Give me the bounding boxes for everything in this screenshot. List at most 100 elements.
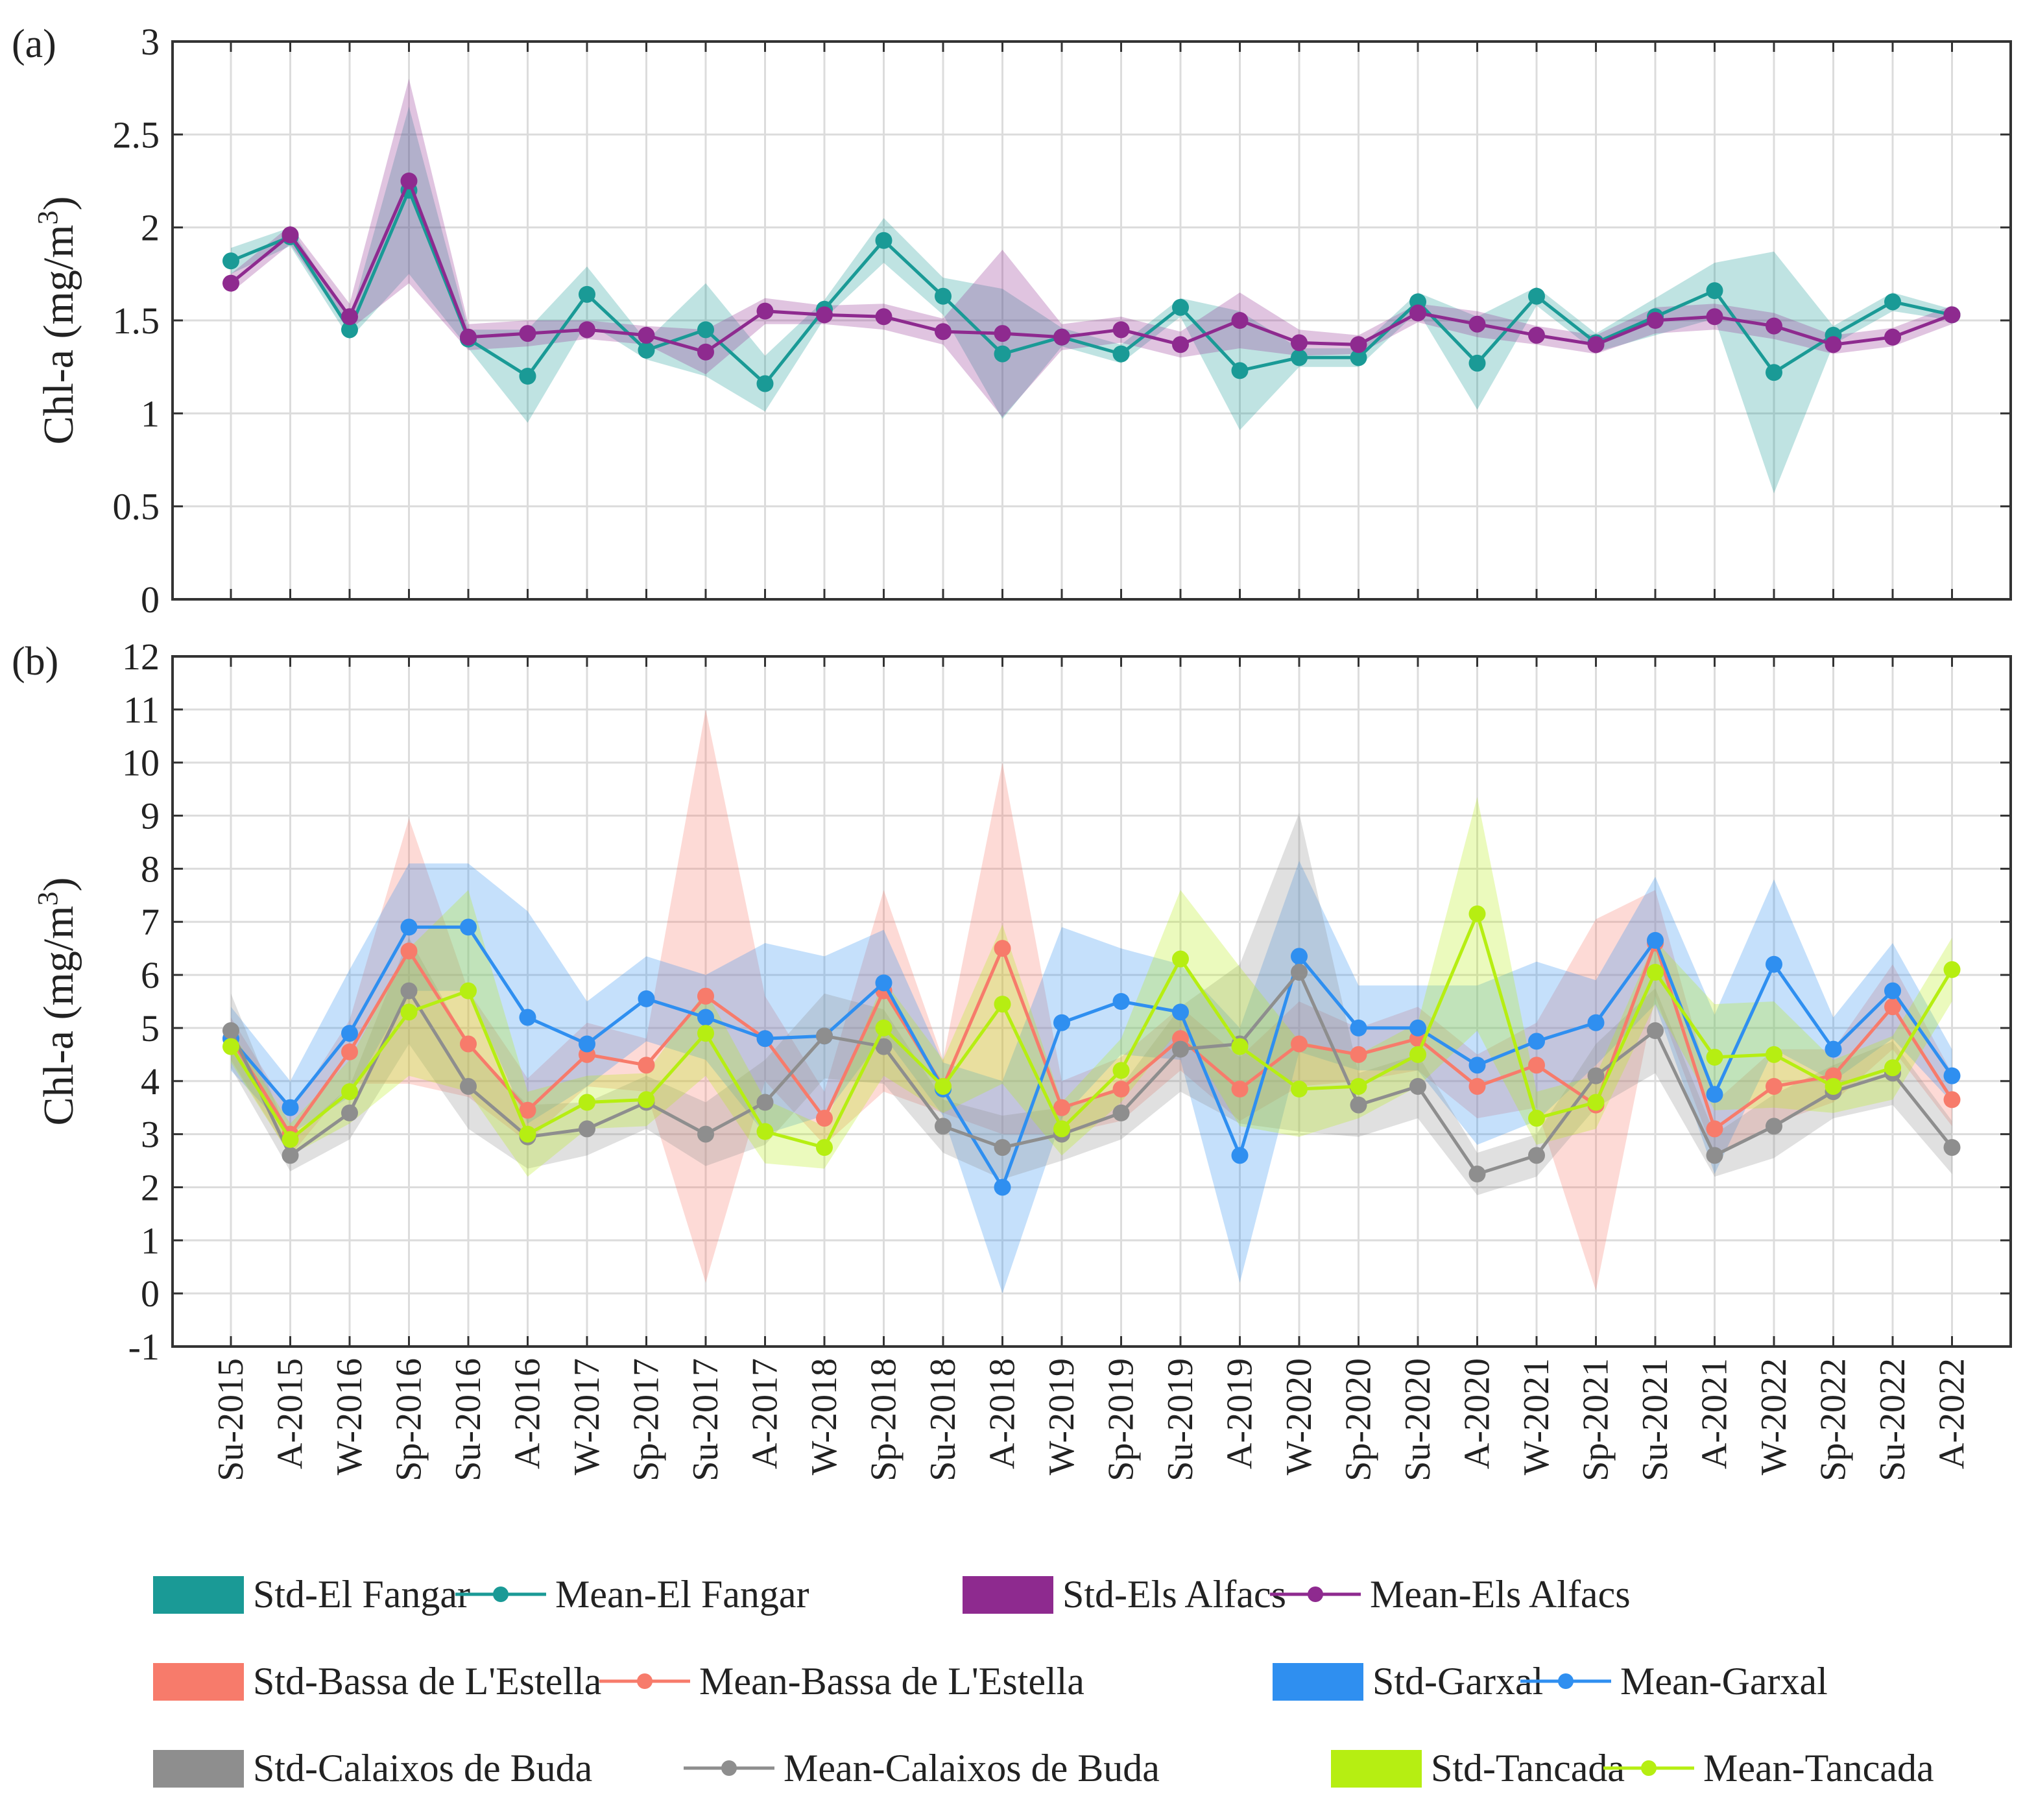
mean-point-calaixos-de-buda	[460, 1077, 477, 1095]
x-tick-label: A-2015	[270, 1358, 311, 1469]
legend-label: Std-El Fangar	[253, 1573, 470, 1616]
mean-point-calaixos-de-buda	[1409, 1077, 1426, 1095]
std-band-el-fangar	[231, 106, 1952, 494]
std-band-bassa-de-l-estella	[231, 709, 1952, 1291]
x-tick-label: Su-2017	[686, 1358, 726, 1481]
legend-label: Mean-Garxal	[1620, 1660, 1828, 1703]
mean-point-garxal	[1291, 948, 1308, 965]
legend-marker-mean-tancada	[1641, 1760, 1657, 1776]
mean-point-els-alfacs	[1706, 308, 1723, 326]
mean-point-tancada	[1766, 1046, 1782, 1063]
mean-point-garxal	[697, 1009, 714, 1026]
mean-point-calaixos-de-buda	[281, 1147, 299, 1164]
x-tick-label: W-2018	[804, 1358, 844, 1475]
mean-point-el-fangar	[756, 375, 774, 392]
mean-point-tancada	[1825, 1077, 1842, 1095]
mean-point-el-fangar	[1528, 287, 1545, 305]
x-tick-label: A-2018	[983, 1358, 1023, 1469]
mean-point-garxal	[341, 1025, 358, 1042]
x-tick-label: Su-2016	[448, 1358, 488, 1481]
mean-point-calaixos-de-buda	[697, 1125, 714, 1143]
y-tick-label: 0	[141, 1273, 160, 1315]
x-tick-label: Sp-2018	[864, 1358, 904, 1481]
mean-point-el-fangar	[935, 287, 952, 305]
x-tick-label: Sp-2017	[627, 1358, 667, 1481]
mean-point-els-alfacs	[1112, 321, 1130, 339]
mean-point-bassa-de-l-estella	[1053, 1099, 1070, 1116]
mean-point-garxal	[1706, 1086, 1723, 1103]
y-tick-label: 12	[122, 636, 160, 678]
y-tick-label: 1	[141, 392, 160, 435]
mean-point-el-fangar	[1468, 354, 1486, 372]
legend-swatch-std-tancada	[1331, 1750, 1422, 1788]
mean-point-bassa-de-l-estella	[1468, 1077, 1486, 1095]
mean-point-garxal	[1647, 931, 1664, 949]
mean-point-els-alfacs	[638, 326, 655, 344]
y-tick-label: 11	[123, 689, 160, 731]
mean-point-tancada	[994, 996, 1011, 1013]
mean-point-el-fangar	[519, 368, 536, 385]
y-tick-label: -1	[128, 1326, 160, 1368]
mean-point-el-fangar	[1231, 362, 1249, 379]
mean-point-tancada	[579, 1094, 595, 1111]
mean-point-tancada	[1053, 1120, 1070, 1138]
mean-point-calaixos-de-buda	[875, 1038, 892, 1055]
legend-swatch-std-garxal	[1273, 1663, 1363, 1701]
y-tick-label: 1	[141, 1219, 160, 1262]
mean-point-garxal	[1943, 1067, 1961, 1084]
mean-point-calaixos-de-buda	[1647, 1022, 1664, 1040]
legend-item-std-tancada: Std-Tancada	[1331, 1747, 1625, 1790]
legend-label: Mean-El Fangar	[555, 1573, 809, 1616]
mean-point-el-fangar	[341, 321, 358, 339]
y-tick-label: 1.5	[113, 300, 160, 342]
legend-label: Std-Tancada	[1431, 1747, 1625, 1790]
panel-label: (a)	[12, 22, 56, 66]
mean-point-garxal	[1587, 1014, 1605, 1031]
mean-point-tancada	[222, 1038, 239, 1055]
x-tick-label: Sp-2020	[1339, 1358, 1379, 1481]
mean-point-garxal	[1350, 1019, 1367, 1036]
y-axis-label: Chl-a (mg/m3)	[32, 196, 83, 444]
mean-point-el-fangar	[1291, 349, 1308, 366]
x-tick-label: W-2020	[1279, 1358, 1319, 1475]
y-tick-label: 7	[141, 901, 160, 943]
mean-point-el-fangar	[579, 285, 595, 303]
legend-item-std-el-fangar: Std-El Fangar	[153, 1573, 470, 1616]
mean-point-els-alfacs	[1409, 304, 1426, 322]
mean-point-els-alfacs	[1943, 306, 1961, 324]
mean-point-el-fangar	[1706, 282, 1723, 300]
mean-point-calaixos-de-buda	[756, 1094, 774, 1111]
mean-line-tancada	[229, 909, 1954, 1150]
mean-point-tancada	[1884, 1059, 1901, 1077]
legend-item-mean-garxal: Mean-Garxal	[1520, 1660, 1828, 1703]
mean-line-calaixos-de-buda	[229, 969, 1954, 1176]
mean-point-calaixos-de-buda	[1350, 1096, 1367, 1114]
x-tick-label: A-2022	[1932, 1358, 1972, 1469]
legend-label: Mean-Els Alfacs	[1370, 1573, 1631, 1616]
legend-item-mean-els-alfacs: Mean-Els Alfacs	[1270, 1573, 1631, 1616]
mean-point-els-alfacs	[935, 323, 952, 341]
axes-box	[171, 655, 2012, 1348]
x-tick-label: Su-2021	[1635, 1358, 1675, 1481]
x-tick-label: A-2017	[745, 1358, 785, 1469]
mean-point-els-alfacs	[1172, 336, 1189, 353]
y-tick-label: 9	[141, 795, 160, 837]
mean-point-garxal	[756, 1030, 774, 1048]
x-tick-label: W-2022	[1754, 1358, 1794, 1475]
mean-point-tancada	[1468, 905, 1486, 922]
mean-point-bassa-de-l-estella	[816, 1110, 833, 1127]
mean-line-els-alfacs	[230, 176, 1953, 354]
legend-item-mean-bassa-de-l-estella: Mean-Bassa de L'Estella	[599, 1660, 1084, 1703]
mean-point-el-fangar	[1766, 364, 1782, 381]
mean-point-calaixos-de-buda	[816, 1027, 833, 1045]
mean-point-els-alfacs	[400, 173, 418, 189]
y-tick-label: 10	[122, 742, 160, 784]
mean-point-tancada	[341, 1083, 358, 1101]
mean-point-els-alfacs	[1647, 312, 1664, 329]
mean-point-els-alfacs	[1350, 336, 1367, 353]
x-tick-label: Su-2022	[1873, 1358, 1913, 1481]
legend-label: Mean-Calaixos de Buda	[784, 1747, 1160, 1790]
mean-point-calaixos-de-buda	[579, 1120, 595, 1138]
mean-point-el-fangar	[638, 341, 655, 359]
mean-point-tancada	[281, 1131, 299, 1148]
